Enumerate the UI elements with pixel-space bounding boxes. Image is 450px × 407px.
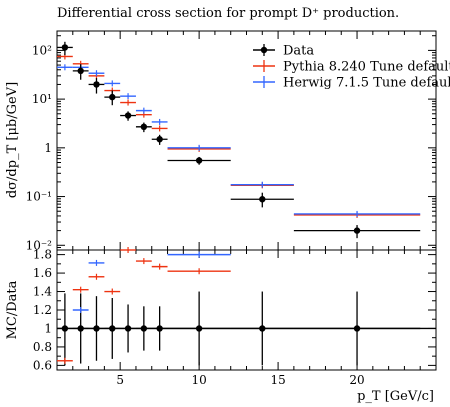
legend-item: Pythia 8.240 Tune default [253,60,450,75]
data-ratio-marker [77,325,84,332]
legend-item: Data [253,44,314,59]
data-point [72,64,89,80]
main-y-axis-label: dσ/dp_T [μb/GeV] [5,82,20,198]
data-ratio-point [72,293,89,364]
pythia-ratio-point [88,273,105,280]
ratio-y-tick-label: 1.4 [33,285,52,299]
data-ratio-point [167,291,231,366]
data-point [57,41,73,56]
data-ratio-point [104,298,121,359]
data-ratio-point [120,304,136,353]
data-ratio-marker [61,325,69,332]
main-y-ticks: 10⁻² 10⁻¹ 1 10¹ 10² [26,31,437,252]
herwig-point [151,118,168,125]
data-ratio-marker [109,325,116,332]
data-marker [259,196,266,203]
y-tick-label: 10⁻² [26,238,53,252]
data-ratio-marker [124,325,132,332]
ratio-y-tick-label: 1 [44,321,52,335]
data-marker [61,44,69,51]
data-ratio-point [88,296,105,361]
herwig-point [135,107,152,114]
data-ratio-marker [353,325,361,332]
herwig-point [104,80,121,87]
data-point [135,122,152,133]
ratio-x-ticks: 5 10 15 20 [56,250,437,387]
ratio-y-tick-label: 1.6 [33,266,52,280]
pythia-ratio-point [167,268,231,275]
ratio-y-tick-label: 1.8 [33,248,52,262]
data-marker [77,67,84,75]
data-ratio-marker [195,325,203,332]
pythia-ratio-point [120,247,136,253]
herwig-point [88,70,105,77]
herwig-point [167,144,231,151]
herwig-ratio-point [72,307,89,313]
data-marker [353,227,361,234]
legend-label: Data [283,44,314,59]
data-point [293,225,421,239]
data-marker [109,93,116,101]
data-ratio-marker [156,325,163,332]
x-tick-label: 10 [191,373,206,387]
ratio-y-tick-label: 0.6 [33,358,52,372]
data-ratio-point [151,306,168,351]
main-plot: 10⁻² 10⁻¹ 1 10¹ 10² dσ/dp_T [μb/GeV] DataPyt… [5,30,450,252]
data-point [120,111,136,121]
x-axis-label: p_T [GeV/c] [357,389,434,404]
y-tick-label: 10¹ [32,92,52,106]
ratio-plot: 0.6 0.8 1 1.2 1.4 1.6 1.8 5 10 15 20 MC/Data p_T … [5,247,437,404]
legend-item: Herwig 7.1.5 Tune default [253,76,450,91]
pythia-ratio-point [57,357,73,364]
data-ratio-point [57,293,73,366]
ratio-y-axis-label: MC/Data [5,280,20,339]
chart-title: Differential cross section for prompt D⁺… [57,6,399,21]
pythia-ratio-point [135,258,152,265]
legend-label: Pythia 8.240 Tune default [283,60,450,75]
x-tick-label: 20 [349,373,364,387]
data-ratio-marker [140,325,148,332]
data-marker [124,112,132,119]
herwig-ratio-point [88,259,105,266]
ratio-plot-marks [57,247,421,366]
data-marker [140,123,148,131]
ratio-y-tick-label: 1.2 [33,303,52,317]
pythia-ratio-point [151,263,168,270]
herwig-point [57,64,73,71]
data-point [230,192,294,208]
data-point [88,78,105,94]
data-point [104,90,121,106]
herwig-point [230,181,294,188]
main-plot-marks [57,41,421,239]
data-point [167,156,231,165]
data-ratio-marker [259,325,266,332]
herwig-ratio-point [167,251,231,258]
y-tick-label: 10² [32,43,52,57]
data-marker [195,157,203,164]
ratio-y-ticks: 0.6 0.8 1 1.2 1.4 1.6 1.8 [33,248,436,372]
legend-label: Herwig 7.1.5 Tune default [283,76,450,91]
herwig-point [293,210,421,217]
ratio-plot-frame [56,249,437,371]
data-ratio-point [293,291,421,366]
data-marker [93,81,100,88]
pythia-ratio-point [72,286,89,293]
pythia-point [120,99,136,106]
x-tick-label: 5 [116,373,124,387]
data-point [151,134,168,145]
y-tick-label: 1 [44,141,52,155]
herwig-point [120,93,136,100]
pythia-ratio-point [104,288,121,295]
x-tick-label: 15 [270,373,285,387]
data-ratio-point [230,291,294,366]
pythia-point [151,125,168,132]
ratio-y-tick-label: 0.8 [33,340,52,354]
data-ratio-marker [93,325,100,332]
data-ratio-point [135,306,152,351]
y-tick-label: 10⁻¹ [26,190,52,204]
data-marker [156,136,163,143]
legend-swatch-marker [260,46,268,54]
